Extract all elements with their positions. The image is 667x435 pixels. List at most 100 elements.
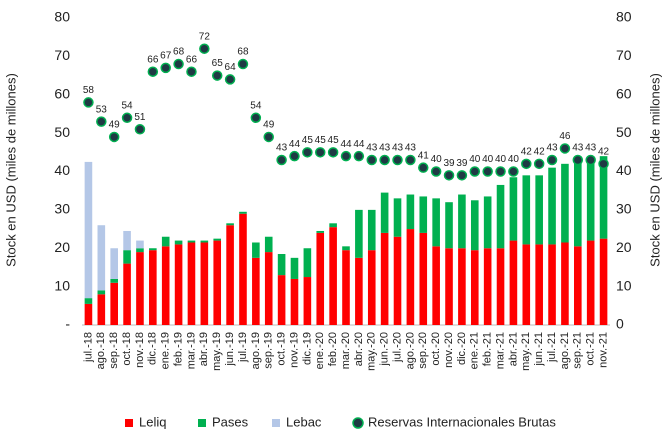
data-label: 42	[521, 146, 533, 157]
bar-segment	[367, 250, 376, 325]
bar-segment	[239, 211, 247, 214]
x-tick-label: ene.-19	[160, 332, 172, 369]
y-tick-label: 30	[54, 201, 70, 217]
bar-segment	[290, 257, 299, 279]
y2-axis-title: Stock en USD (miles de millones)	[647, 73, 662, 267]
bar-segment	[522, 244, 531, 325]
reserve-point	[508, 166, 519, 177]
bar-segment	[110, 282, 118, 325]
bar-segment	[574, 161, 582, 247]
reserve-point	[263, 131, 274, 143]
bar-segment	[277, 254, 286, 276]
x-tick-label: jun.-20	[379, 332, 391, 367]
y2-tick-label: 10	[616, 277, 632, 293]
x-tick-label: nov.-19	[288, 332, 300, 368]
bar-segment	[200, 240, 209, 243]
data-label: 43	[392, 143, 404, 154]
reserve-point	[83, 97, 94, 108]
x-tick-label: jul.-21	[546, 332, 558, 363]
bar-segment	[432, 246, 440, 325]
legend-swatch	[352, 417, 364, 429]
bar-segment	[496, 248, 505, 325]
x-tick-label: dic.-18	[147, 332, 159, 365]
reserve-point	[585, 154, 596, 166]
data-label: 44	[340, 139, 352, 150]
x-tick-label: abr.-21	[507, 332, 519, 366]
data-label: 46	[559, 131, 571, 142]
bar-segment	[509, 177, 518, 241]
x-tick-label: mar.-19	[185, 332, 197, 369]
legend-swatch	[272, 419, 280, 427]
reserve-point	[430, 166, 442, 177]
data-label: 41	[418, 150, 430, 161]
reserve-point	[559, 143, 571, 154]
bar-segment	[316, 232, 325, 325]
bar-segment	[226, 225, 234, 325]
bar-segment	[187, 240, 196, 243]
data-label: 51	[134, 112, 146, 123]
x-tick-label: sep.-20	[417, 332, 429, 369]
reserve-point	[392, 154, 403, 166]
bar-segment	[226, 223, 234, 226]
bar-segment	[561, 163, 569, 243]
x-tick-label: oct.-20	[430, 332, 442, 366]
bar-segment	[97, 290, 106, 295]
bar-segment	[123, 250, 131, 264]
data-label: 44	[289, 139, 301, 150]
x-tick-label: feb.-19	[172, 332, 184, 366]
bar-segment	[303, 248, 312, 278]
y2-tick-label: 50	[616, 124, 632, 140]
data-label: 43	[405, 143, 417, 154]
bar-segment	[110, 248, 118, 279]
legend-swatch	[125, 419, 133, 427]
bar-segment	[149, 248, 157, 251]
bar-segment	[586, 240, 595, 325]
data-label: 49	[109, 120, 121, 131]
bar-segment	[483, 248, 492, 325]
reserve-point	[147, 66, 159, 77]
bar-segment	[316, 230, 325, 233]
data-label: 43	[379, 143, 391, 154]
data-label: 43	[366, 143, 378, 154]
bar-segment	[252, 242, 260, 258]
legend-label: Reservas Internacionales Brutas	[368, 414, 556, 429]
data-label: 54	[122, 100, 134, 111]
bar-segment	[264, 236, 273, 253]
reserve-point	[456, 170, 468, 181]
x-tick-label: nov.-21	[597, 332, 609, 368]
reserve-point	[327, 147, 339, 158]
y2-tick-label: 0	[616, 316, 624, 332]
bar-segment	[123, 230, 131, 251]
bar-segment	[367, 209, 376, 251]
bar-segment	[393, 236, 402, 325]
data-label: 42	[598, 146, 610, 157]
data-label: 67	[160, 51, 172, 62]
reserve-point	[533, 158, 545, 170]
reserve-point	[211, 70, 223, 81]
bar-segment	[136, 248, 144, 253]
legend-swatch	[198, 419, 206, 427]
bar-segment	[406, 229, 415, 325]
bar-segment	[393, 198, 402, 237]
data-label: 45	[328, 135, 340, 146]
data-label: 43	[276, 143, 288, 154]
bar-segment	[174, 240, 183, 245]
reserve-point	[482, 166, 493, 177]
y-axis-title: Stock en USD (miles de millones)	[3, 73, 18, 267]
bar-segment	[445, 202, 453, 249]
reserve-point	[353, 150, 365, 162]
y-tick-label: -	[65, 316, 70, 332]
data-label: 68	[237, 47, 249, 58]
data-label: 66	[147, 54, 159, 65]
x-tick-label: ene.-20	[314, 332, 326, 369]
x-tick-label: jun.-21	[533, 332, 545, 367]
bar-segment	[509, 240, 518, 325]
y2-tick-label: 30	[616, 201, 632, 217]
bar-segment	[136, 240, 144, 249]
bar-segment	[161, 236, 170, 247]
x-tick-label: oct.-19	[276, 332, 288, 366]
x-tick-label: dic.-20	[456, 332, 468, 365]
bar-segment	[419, 232, 428, 325]
x-tick-label: dic.-19	[301, 332, 313, 365]
bar-segment	[97, 294, 106, 325]
